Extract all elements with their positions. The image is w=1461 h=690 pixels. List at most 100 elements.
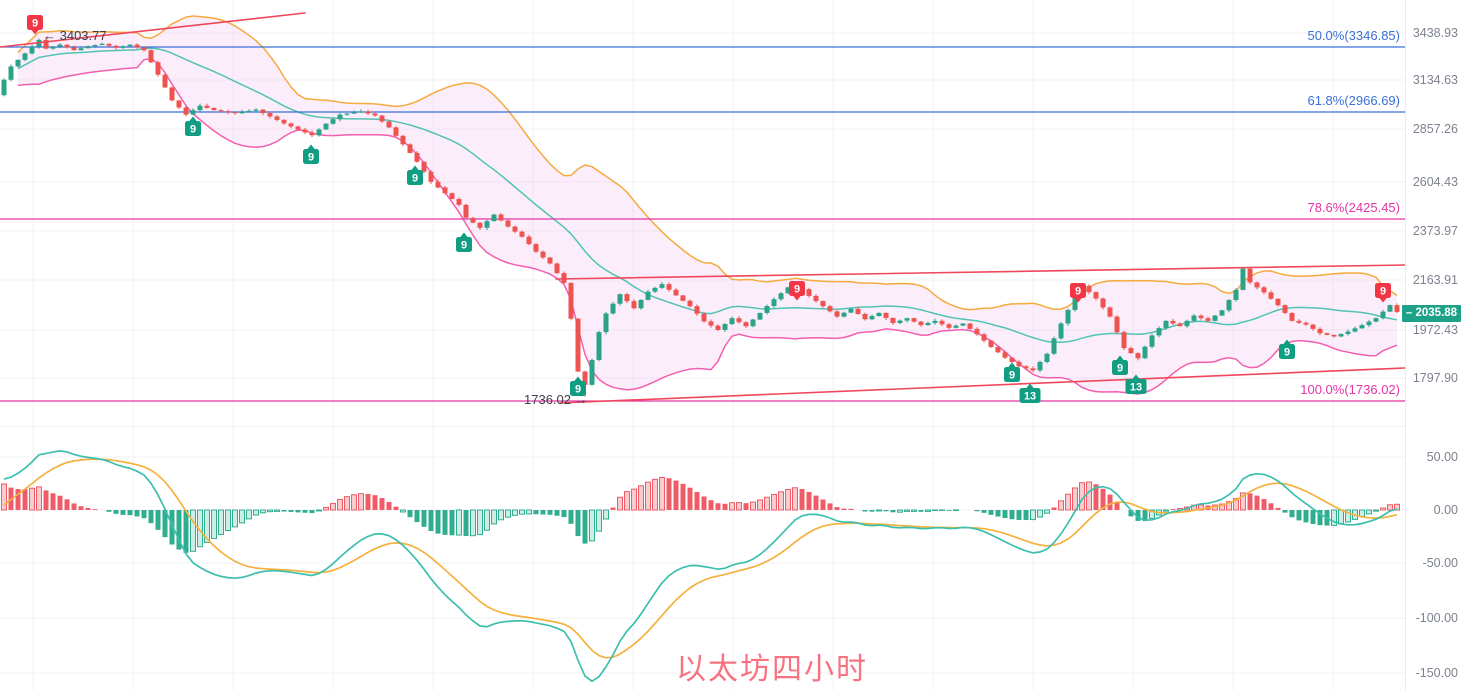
macd-histogram-bar — [512, 509, 518, 516]
macd-histogram-bar — [400, 509, 406, 513]
macd-histogram-bar — [127, 510, 133, 516]
macd-histogram-bar — [722, 503, 728, 510]
macd-histogram-bar — [337, 498, 343, 511]
macd-histogram-bar — [883, 510, 889, 512]
macd-histogram-bar — [1051, 507, 1057, 510]
macd-histogram-bar — [414, 510, 420, 523]
macd-histogram-bar — [1163, 509, 1169, 512]
macd-histogram-bar — [624, 491, 630, 511]
macd-histogram-bar — [827, 503, 833, 510]
macd-histogram-bar — [1380, 507, 1386, 511]
td-badge-9: 9 — [1070, 283, 1086, 303]
macd-histogram-bar — [799, 488, 805, 510]
macd-pane[interactable] — [1, 450, 1400, 683]
pane-separator[interactable] — [0, 426, 1405, 427]
macd-histogram-bar — [113, 510, 119, 514]
svg-text:9: 9 — [1009, 370, 1015, 382]
macd-histogram-bar — [120, 510, 126, 515]
macd-axis-tick: -100.00 — [1415, 611, 1458, 625]
macd-histogram-bar — [295, 510, 301, 513]
macd-axis-tick: -50.00 — [1422, 556, 1458, 570]
svg-text:9: 9 — [575, 384, 581, 396]
macd-histogram-bar — [554, 510, 560, 516]
macd-histogram-bar — [176, 510, 182, 550]
macd-histogram-bar — [1345, 509, 1351, 523]
macd-histogram-bar — [351, 494, 357, 511]
price-axis-tick: 2604.43 — [1412, 175, 1458, 189]
macd-histogram-bar — [995, 510, 1001, 517]
macd-histogram-bar — [267, 509, 273, 513]
macd-histogram-bar — [1198, 504, 1204, 511]
macd-histogram-bar — [435, 510, 441, 534]
svg-text:9: 9 — [1284, 347, 1290, 359]
price-axis-tick: 2373.97 — [1412, 224, 1458, 238]
macd-histogram-bar — [232, 509, 238, 528]
macd-histogram-bar — [673, 480, 679, 510]
macd-histogram-bar — [1016, 510, 1022, 520]
macd-histogram-bar — [1044, 509, 1050, 514]
macd-histogram-bar — [1009, 510, 1015, 520]
svg-text:9: 9 — [308, 152, 314, 164]
bollinger-fill — [18, 16, 1397, 394]
td-sequential-badges: 9 9 9 9 9 9 9 9 9 9 9 9 13 13 — [27, 15, 1391, 403]
macd-histogram-bar — [785, 489, 791, 511]
macd-histogram-bar — [1373, 509, 1379, 512]
macd-histogram-bar — [253, 509, 259, 516]
macd-histogram-bar — [1268, 503, 1274, 510]
candles[interactable] — [1, 38, 1400, 397]
fib-level-label[interactable]: 78.6%(2425.45) — [1307, 200, 1400, 215]
macd-histogram-bar — [204, 509, 210, 543]
macd-histogram-bar — [925, 509, 931, 512]
svg-text:9: 9 — [1117, 363, 1123, 375]
macd-histogram-bar — [1128, 510, 1134, 517]
macd-histogram-bar — [1, 483, 7, 511]
price-axis-border — [1405, 0, 1406, 690]
td-badge-9: 9 — [1112, 355, 1128, 375]
macd-histogram-bar — [603, 509, 609, 520]
macd-histogram-bar — [701, 496, 707, 510]
macd-histogram-bar — [288, 510, 294, 512]
macd-histogram-bar — [862, 510, 868, 512]
last-price-badge: – 2035.88 — [1402, 305, 1461, 322]
svg-text:13: 13 — [1130, 382, 1142, 394]
macd-histogram-bar — [708, 500, 714, 510]
macd-histogram-bar — [1023, 510, 1029, 520]
macd-histogram-bar — [302, 510, 308, 513]
fib-lines[interactable] — [0, 46, 1405, 402]
price-pane[interactable] — [0, 15, 1405, 402]
trendlines[interactable] — [0, 12, 1406, 404]
macd-histogram-bar — [519, 509, 525, 515]
macd-histogram-bar — [106, 510, 112, 512]
bollinger-upper-line[interactable] — [17, 15, 1398, 311]
macd-histogram-bar — [274, 509, 280, 512]
macd-histogram-bar — [981, 510, 987, 513]
macd-histogram-bar — [484, 509, 490, 531]
macd-line — [3, 450, 1398, 683]
macd-histogram-bar — [729, 502, 735, 511]
svg-text:9: 9 — [1380, 286, 1386, 298]
macd-histogram-bar — [666, 478, 672, 510]
macd-histogram-bar — [1086, 481, 1092, 511]
macd-histogram-bar — [1065, 493, 1071, 511]
macd-histogram-bar — [1219, 503, 1225, 511]
macd-histogram-bar — [134, 510, 140, 517]
macd-histogram-bar — [904, 509, 910, 512]
macd-histogram-bar — [1261, 499, 1267, 510]
fib-level-label[interactable]: 61.8%(2966.69) — [1307, 93, 1400, 108]
macd-histogram-bar — [610, 507, 616, 510]
fib-level-label[interactable]: 100.0%(1736.02) — [1300, 382, 1400, 397]
macd-histogram-bar — [1170, 509, 1176, 510]
macd-histogram-bar — [22, 489, 28, 510]
macd-histogram-bar — [386, 501, 392, 510]
td-badge-9: 9 — [27, 15, 43, 35]
svg-text:9: 9 — [794, 284, 800, 296]
macd-histogram-bar — [1100, 488, 1106, 510]
price-axis-tick: 3438.93 — [1412, 26, 1458, 40]
macd-histogram-bar — [330, 502, 336, 511]
macd-histogram-bar — [764, 496, 770, 511]
macd-histogram-bar — [687, 487, 693, 510]
macd-histogram-bar — [190, 509, 196, 552]
macd-histogram-bar — [148, 510, 154, 524]
fib-level-label[interactable]: 50.0%(3346.85) — [1307, 28, 1400, 43]
